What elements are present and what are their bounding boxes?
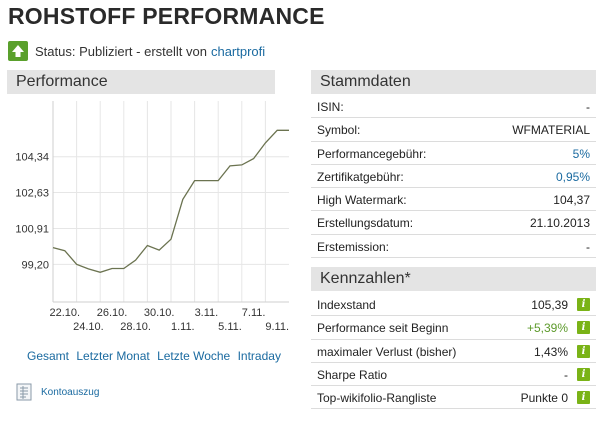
stammdaten-label: ISIN: (317, 100, 344, 114)
stammdaten-label: Zertifikatgebühr: (317, 169, 404, 184)
kennzahlen-row-sharpe-ratio: Sharpe Ratio - i (311, 363, 596, 387)
y-tick-label: 102,63 (15, 187, 49, 199)
kennzahlen-label: maximaler Verlust (bisher) (317, 344, 457, 359)
kennzahlen-value: - (564, 367, 568, 382)
document-icon (16, 383, 32, 401)
kennzahlen-value: 1,43% (533, 344, 568, 359)
stammdaten-value: WFMATERIAL (512, 123, 590, 138)
kennzahlen-value: +5,39% (526, 321, 568, 336)
x-tick-label: 7.11. (242, 307, 266, 319)
x-tick-label: 3.11. (195, 307, 219, 319)
kennzahlen-label: Indexstand (317, 298, 376, 312)
x-tick-label: 24.10. (73, 321, 104, 333)
kennzahlen-value: 105,39 (531, 298, 568, 312)
stammdaten-row-symbol: Symbol: WFMATERIAL (311, 118, 596, 142)
performance-heading: Performance (7, 70, 275, 94)
arrow-up-icon (8, 41, 28, 61)
kennzahlen-label: Top-wikifolio-Rangliste (317, 391, 437, 406)
tab-intraday[interactable]: Intraday (237, 349, 281, 363)
page-title: ROHSTOFF PERFORMANCE (8, 3, 325, 29)
stammdaten-row-high-watermark: High Watermark: 104,37 (311, 188, 596, 212)
y-tick-label: 104,34 (15, 152, 49, 164)
status-row: Status: Publiziert - erstellt von chartp… (8, 39, 265, 63)
stammdaten-label: Erstellungsdatum: (317, 216, 414, 231)
stammdaten-value: 21.10.2013 (529, 216, 590, 231)
stammdaten-value-link[interactable]: 5% (572, 146, 590, 161)
kennzahlen-row-indexstand: Indexstand 105,39 i (311, 293, 596, 317)
x-tick-label: 26.10. (97, 307, 128, 319)
kontoauszug-link[interactable]: Kontoauszug (16, 383, 99, 401)
stammdaten-row-erstellungsdatum: Erstellungsdatum: 21.10.2013 (311, 211, 596, 235)
kontoauszug-label[interactable]: Kontoauszug (41, 386, 100, 398)
x-tick-label: 9.11. (265, 321, 289, 333)
kennzahlen-row-maximaler-verlust: maximaler Verlust (bisher) 1,43% i (311, 340, 596, 363)
stammdaten-label: Symbol: (317, 123, 361, 138)
x-tick-label: 1.11. (171, 321, 195, 333)
stammdaten-label: High Watermark: (317, 193, 407, 208)
x-tick-label: 22.10. (50, 307, 81, 319)
y-tick-label: 99,20 (21, 259, 49, 271)
kennzahlen-row-top-wikifolio-rangliste: Top-wikifolio-Rangliste Punkte 0 i (311, 386, 596, 410)
info-icon[interactable]: i (577, 321, 590, 335)
kennzahlen-label: Performance seit Beginn (317, 321, 449, 336)
x-tick-label: 30.10. (144, 307, 175, 319)
y-tick-label: 100,91 (15, 224, 49, 236)
performance-line (52, 129, 289, 273)
status-text: Status: Publiziert - erstellt von (35, 43, 207, 59)
tab-letzte-woche[interactable]: Letzte Woche (157, 349, 231, 363)
kennzahlen-list: Indexstand 105,39 i Performance seit Begin… (311, 293, 596, 410)
kennzahlen-value: Punkte 0 (520, 391, 568, 406)
stammdaten-row-isin: ISIN: - (311, 95, 596, 119)
chart-range-tabs: Gesamt Letzter Monat Letzte Woche Intrad… (27, 349, 281, 363)
author-link[interactable]: chartprofi (210, 43, 266, 59)
info-icon[interactable]: i (577, 344, 590, 358)
stammdaten-label: Performancegebühr: (317, 146, 427, 161)
kennzahlen-label: Sharpe Ratio (317, 367, 388, 382)
kennzahlen-row-performance-seit-beginn: Performance seit Beginn +5,39% i (311, 316, 596, 340)
stammdaten-value: - (586, 239, 590, 254)
kennzahlen-heading: Kennzahlen* (311, 267, 596, 291)
tab-letzter-monat[interactable]: Letzter Monat (76, 349, 150, 363)
x-tick-label: 28.10. (120, 321, 151, 333)
stammdaten-row-erstemission: Erstemission: - (311, 235, 596, 259)
info-icon[interactable]: i (577, 391, 590, 405)
stammdaten-value: - (586, 100, 590, 114)
stammdaten-row-performancegebuehr: Performancegebühr: 5% (311, 142, 596, 165)
stammdaten-value: 104,37 (553, 193, 590, 208)
performance-chart: 99,20 100,91 102,63 104,34 22.10. 26.10. 30.10… (15, 101, 289, 333)
tab-gesamt[interactable]: Gesamt (27, 349, 70, 363)
stammdaten-value-link[interactable]: 0,95% (555, 169, 590, 184)
stammdaten-list: ISIN: - Symbol: WFMATERIAL Performancegebü… (311, 95, 596, 259)
stammdaten-label: Erstemission: (317, 239, 390, 254)
x-tick-label: 5.11. (218, 321, 242, 333)
info-icon[interactable]: i (577, 367, 590, 381)
stammdaten-heading: Stammdaten (311, 70, 596, 94)
info-icon[interactable]: i (577, 298, 590, 311)
stammdaten-row-zertifikatgebuehr: Zertifikatgebühr: 0,95% (311, 165, 596, 189)
